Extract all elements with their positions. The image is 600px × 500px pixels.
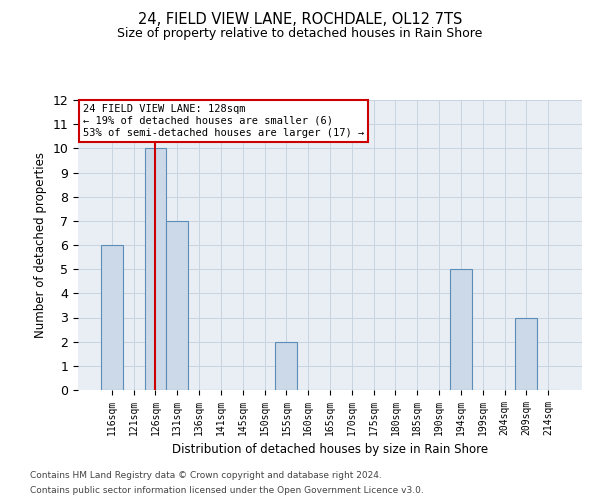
Bar — [450, 269, 472, 390]
Bar — [166, 221, 188, 390]
Text: Contains HM Land Registry data © Crown copyright and database right 2024.: Contains HM Land Registry data © Crown c… — [30, 471, 382, 480]
X-axis label: Distribution of detached houses by size in Rain Shore: Distribution of detached houses by size … — [172, 444, 488, 456]
Bar — [275, 342, 297, 390]
Text: Size of property relative to detached houses in Rain Shore: Size of property relative to detached ho… — [118, 28, 482, 40]
Text: Contains public sector information licensed under the Open Government Licence v3: Contains public sector information licen… — [30, 486, 424, 495]
Y-axis label: Number of detached properties: Number of detached properties — [34, 152, 47, 338]
Bar — [101, 245, 123, 390]
Bar — [515, 318, 537, 390]
Bar — [145, 148, 166, 390]
Text: 24, FIELD VIEW LANE, ROCHDALE, OL12 7TS: 24, FIELD VIEW LANE, ROCHDALE, OL12 7TS — [138, 12, 462, 28]
Text: 24 FIELD VIEW LANE: 128sqm
← 19% of detached houses are smaller (6)
53% of semi-: 24 FIELD VIEW LANE: 128sqm ← 19% of deta… — [83, 104, 364, 138]
